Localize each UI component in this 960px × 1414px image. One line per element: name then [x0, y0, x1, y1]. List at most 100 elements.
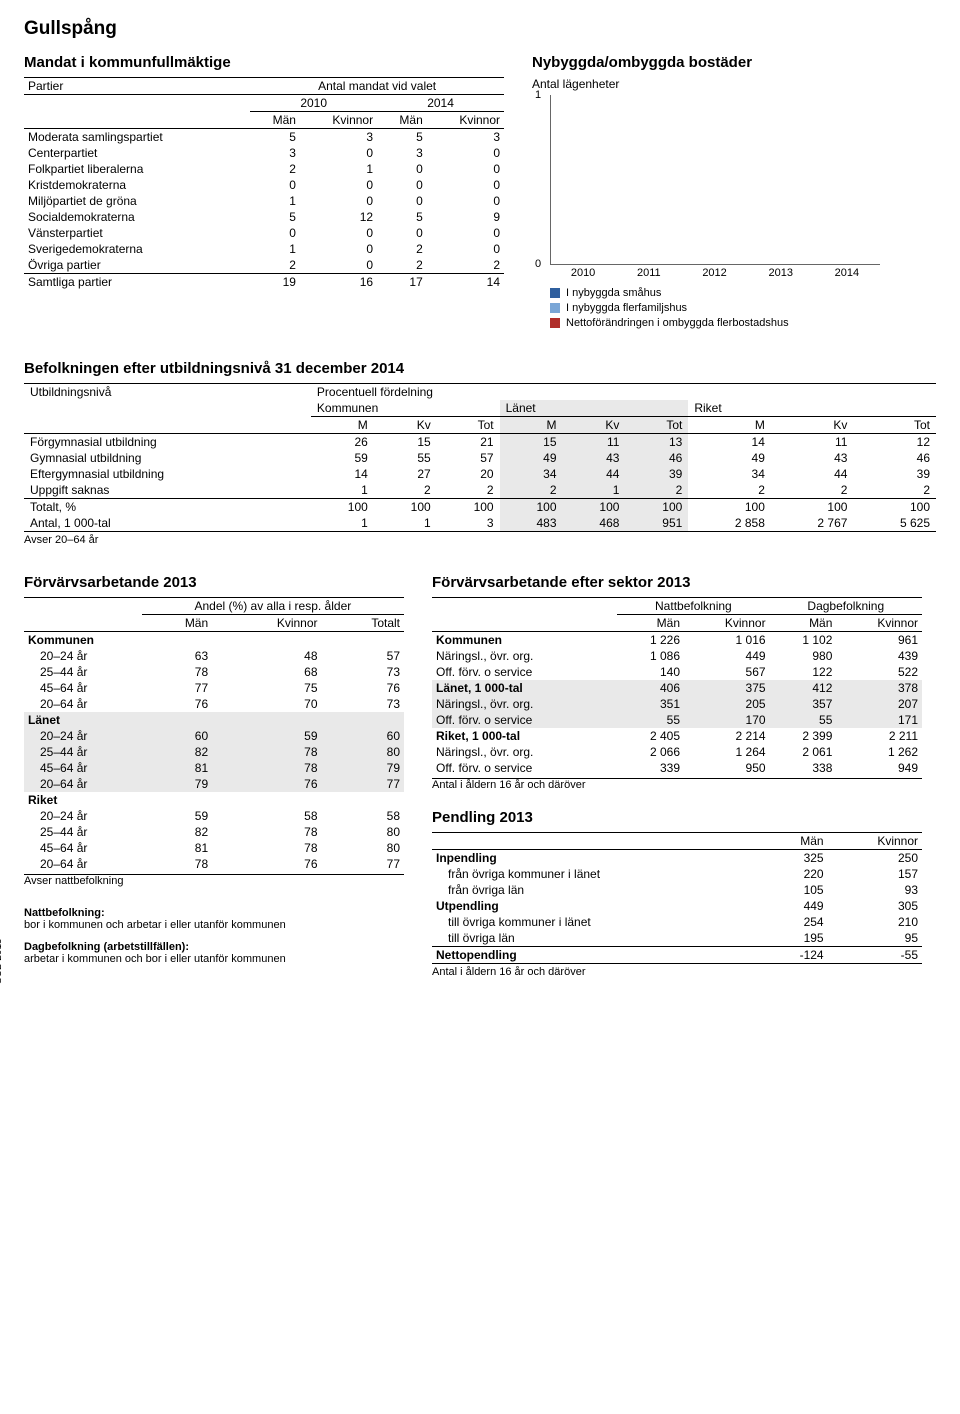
row-label: Centerpartiet [24, 145, 250, 161]
table-row: 25–44 år827880 [24, 824, 404, 840]
cell: 0 [300, 257, 377, 274]
cell: 5 [377, 209, 427, 225]
cell: 78 [142, 856, 212, 872]
table-row: 20–64 år787677 [24, 856, 404, 872]
cell: 0 [427, 225, 504, 241]
cell: 57 [437, 450, 500, 466]
cell: 12 [300, 209, 377, 225]
xtick: 2012 [702, 267, 726, 279]
table-row: Övriga partier2022 [24, 257, 504, 274]
cell: 1 016 [684, 632, 770, 649]
table-row: Moderata samlingspartiet5353 [24, 129, 504, 146]
cell: 338 [770, 760, 837, 776]
row-label: Off. förv. o service [432, 712, 617, 728]
table-row: 20–24 år595858 [24, 808, 404, 824]
cell: 13 [625, 434, 688, 451]
cell: 0 [377, 225, 427, 241]
cell: 34 [500, 466, 563, 482]
cell: 55 [617, 712, 684, 728]
sektor-table: Nattbefolkning Dagbefolkning Män Kvinnor… [432, 597, 922, 776]
cell: 55 [770, 712, 837, 728]
cell: 77 [322, 856, 404, 872]
cell: 93 [828, 882, 922, 898]
cell: 0 [250, 225, 300, 241]
cell: 43 [771, 450, 854, 466]
cell: 0 [427, 241, 504, 257]
cell: 0 [300, 241, 377, 257]
cell: 58 [212, 808, 321, 824]
cell: 80 [322, 744, 404, 760]
cell: 100 [771, 499, 854, 516]
row-label: 45–64 år [24, 760, 142, 776]
group-header: Riket [24, 792, 404, 808]
cell: 210 [828, 914, 922, 930]
utbild-note: Avser 20–64 år [24, 534, 936, 546]
cell: 20 [437, 466, 500, 482]
hdr: Kvinnor [212, 615, 321, 632]
cell: 0 [377, 193, 427, 209]
cell: 48 [212, 648, 321, 664]
row-label: Näringsl., övr. org. [432, 648, 617, 664]
ytick: 0 [535, 258, 541, 270]
cell: 2 066 [617, 744, 684, 760]
cell: 19 [250, 274, 300, 291]
cell: 439 [836, 648, 922, 664]
cell: 78 [142, 664, 212, 680]
cell: 12 [853, 434, 936, 451]
table-row: Näringsl., övr. org.351205357207 [432, 696, 922, 712]
row-label: Eftergymnasial utbildning [24, 466, 311, 482]
table-row: 20–24 år634857 [24, 648, 404, 664]
cell: 63 [142, 648, 212, 664]
cell: 5 625 [853, 515, 936, 532]
table-row: Socialdemokraterna51259 [24, 209, 504, 225]
row-label: Utpendling [432, 898, 766, 914]
housing-section: Nybyggda/ombyggda bostäder Antal lägenhe… [532, 54, 892, 332]
xtick: 2013 [768, 267, 792, 279]
row-label: Totalt, % [24, 499, 311, 516]
cell: 3 [250, 145, 300, 161]
page-title: Gullspång [24, 18, 936, 40]
cell: 95 [828, 930, 922, 947]
cell: 522 [836, 664, 922, 680]
hdr: M [688, 417, 771, 434]
cell: 2 214 [684, 728, 770, 744]
cell: 2 [427, 257, 504, 274]
cell: 5 [250, 209, 300, 225]
sektor-note: Antal i åldern 16 år och däröver [432, 778, 922, 791]
cell: 60 [322, 728, 404, 744]
row-label: Vänsterpartiet [24, 225, 250, 241]
row-label: 25–44 år [24, 744, 142, 760]
cell: 49 [688, 450, 771, 466]
hdr-man: Män [377, 112, 427, 129]
cell: 2 [771, 482, 854, 499]
cell: 76 [322, 680, 404, 696]
cell: -124 [766, 947, 828, 964]
housing-chart: 1 0 [550, 95, 880, 265]
row-label: Gymnasial utbildning [24, 450, 311, 466]
cell: 46 [853, 450, 936, 466]
hdr: Kv [374, 417, 437, 434]
cell: 1 [300, 161, 377, 177]
cell: 950 [684, 760, 770, 776]
cell: 100 [311, 499, 374, 516]
cell: 0 [300, 177, 377, 193]
table-row: Uppgift saknas122212222 [24, 482, 936, 499]
cell: 378 [836, 680, 922, 696]
cell: 961 [836, 632, 922, 649]
cell: 375 [684, 680, 770, 696]
hdr: Kvinnor [828, 833, 922, 850]
forvarv-title: Förvärvsarbetande 2013 [24, 574, 404, 591]
cell: 205 [684, 696, 770, 712]
table-row: Näringsl., övr. org.1 086449980439 [432, 648, 922, 664]
utbild-section: Befolkningen efter utbildningsnivå 31 de… [24, 360, 936, 546]
cell: 78 [212, 824, 321, 840]
cell: 44 [563, 466, 626, 482]
pendling-section: Pendling 2013 Män Kvinnor Inpendling3252… [432, 809, 922, 978]
cell: 951 [625, 515, 688, 532]
cell: 79 [322, 760, 404, 776]
cell: 1 [250, 193, 300, 209]
table-row: 25–44 år786873 [24, 664, 404, 680]
cell: 5 [250, 129, 300, 146]
row-label: Miljöpartiet de gröna [24, 193, 250, 209]
table-row: till övriga län19595 [432, 930, 922, 947]
